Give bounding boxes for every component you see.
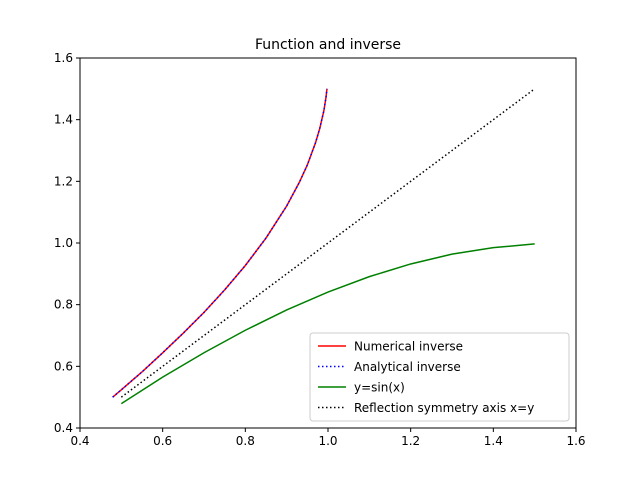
y-tick-label: 1.2 <box>54 174 73 188</box>
legend-label-1: Numerical inverse <box>354 340 463 354</box>
legend-label-2: Analytical inverse <box>354 360 461 374</box>
series-line-1 <box>112 88 328 398</box>
y-tick-label: 0.4 <box>54 421 73 435</box>
y-tick-label: 0.6 <box>54 359 73 373</box>
legend: Numerical inverse Analytical inverse y=sin… <box>309 332 570 422</box>
x-tick-label: 0.6 <box>153 434 172 448</box>
y-tick-label: 1.6 <box>54 51 73 65</box>
axes-ticks: 0.4 0.6 0.8 1.0 1.2 1.4 1.6 0.4 0.6 0.8 1.0 1.2 1.4 1… <box>54 51 586 448</box>
y-tick-label: 0.8 <box>54 298 73 312</box>
y-tick-label: 1.0 <box>54 236 73 250</box>
x-tick-label: 1.6 <box>566 434 585 448</box>
x-tick-label: 0.4 <box>70 434 89 448</box>
y-tick-label: 1.4 <box>54 113 73 127</box>
plot-area <box>112 88 536 405</box>
legend-label-4: Reflection symmetry axis x=y <box>354 401 534 415</box>
legend-box <box>309 332 570 422</box>
series-line-3 <box>120 243 535 405</box>
chart-title: Function and inverse <box>255 37 401 53</box>
x-tick-label: 1.2 <box>401 434 420 448</box>
x-tick-label: 0.8 <box>236 434 255 448</box>
x-tick-label: 1.4 <box>484 434 503 448</box>
legend-label-3: y=sin(x) <box>354 381 405 395</box>
x-tick-label: 1.0 <box>318 434 337 448</box>
